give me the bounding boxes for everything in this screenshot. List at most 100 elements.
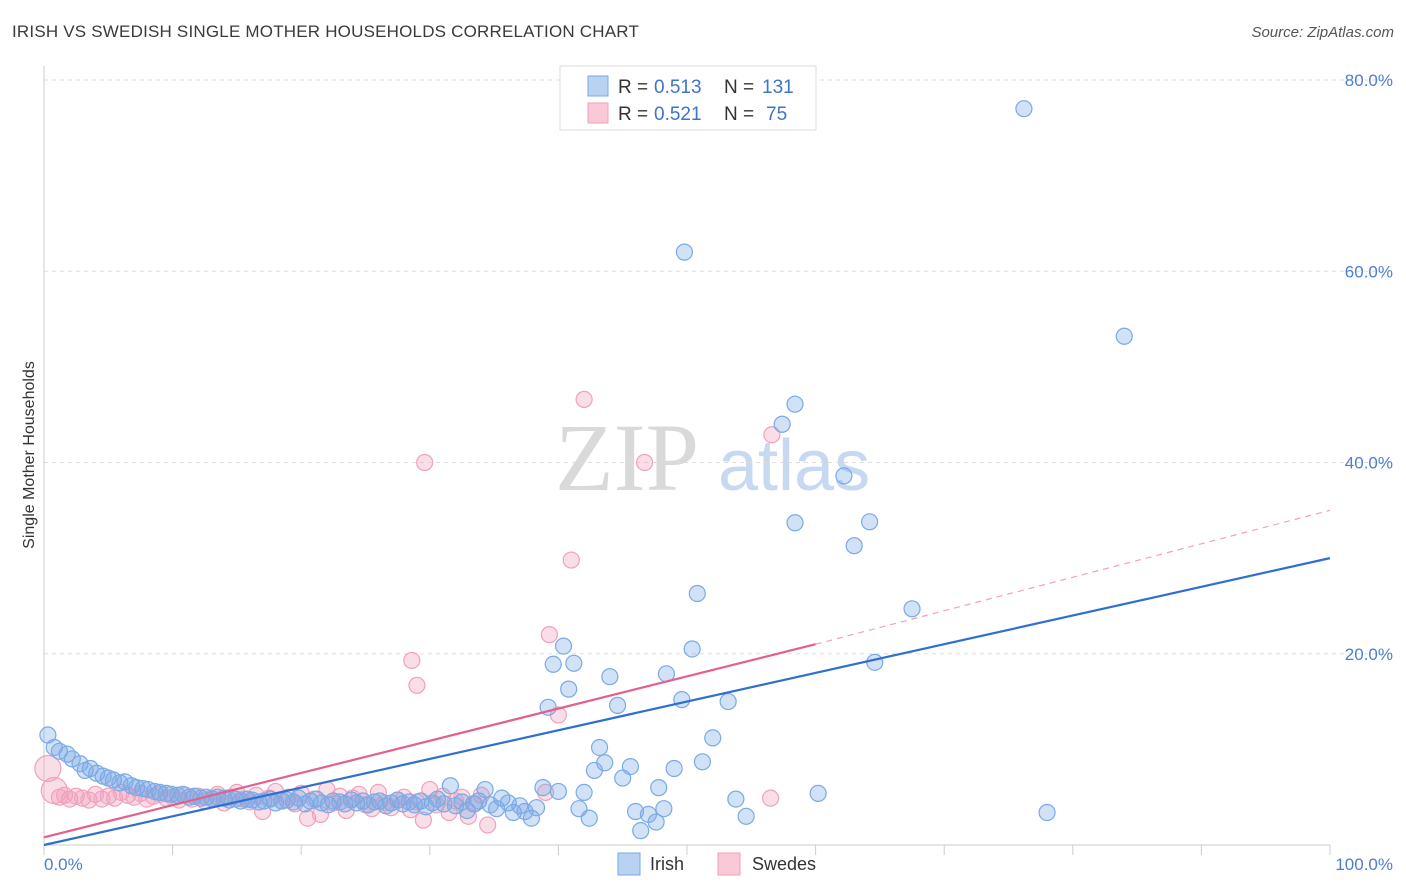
legend-swedes-r: 0.521 <box>654 104 702 125</box>
irish-point <box>608 696 627 714</box>
y-tick-label-3: 80.0% <box>1345 71 1393 90</box>
irish-point <box>655 800 673 818</box>
y-tick-label-1: 40.0% <box>1345 454 1393 473</box>
swedes-point <box>408 676 426 694</box>
bottom-legend-swedes-swatch <box>717 852 741 876</box>
x-tick-label-1: 100.0% <box>1335 855 1393 874</box>
swedes-point <box>99 787 117 805</box>
irish-point <box>786 514 804 532</box>
swedes-point <box>416 453 434 472</box>
legend-irish-n: 131 <box>762 77 794 98</box>
swedes-point <box>73 789 92 807</box>
swedes-point <box>479 816 497 834</box>
swedes-point <box>536 783 555 802</box>
watermark: ZIP atlas <box>555 404 870 511</box>
legend-swedes-n: 75 <box>766 104 787 125</box>
axes <box>43 66 1331 855</box>
irish-point <box>544 655 562 673</box>
legend-irish-r-label: R = <box>618 77 648 98</box>
bottom-legend-irish-label: Irish <box>650 854 684 874</box>
bottom-legend: Irish Swedes <box>617 852 816 876</box>
irish-point <box>719 692 737 711</box>
bottom-legend-swedes-label: Swedes <box>752 854 816 874</box>
x-tick-label-0: 0.0% <box>44 855 83 874</box>
swedes-point <box>403 651 421 670</box>
swedes-point <box>540 626 558 644</box>
irish-point <box>1115 327 1133 345</box>
swedes-point <box>369 783 387 802</box>
irish-point <box>575 783 593 802</box>
swedes-point <box>67 787 85 805</box>
irish-point <box>464 795 483 813</box>
irish-point <box>596 754 614 772</box>
top-legend: R = 0.513 N = 131 R = 0.521 N = 75 <box>559 65 817 131</box>
swedes-trend-line <box>43 643 816 839</box>
trend-lines <box>43 509 1331 847</box>
y-axis-label: Single Mother Households <box>21 361 38 549</box>
irish-point <box>1015 100 1033 118</box>
irish-point <box>554 637 573 655</box>
swedes-point <box>34 754 62 783</box>
y-tick-label-2: 60.0% <box>1345 262 1393 281</box>
irish-point <box>683 640 701 658</box>
y-tick-label-0: 20.0% <box>1345 645 1393 664</box>
irish-point <box>675 243 694 261</box>
swedes-point <box>635 453 654 472</box>
bottom-legend-irish-swatch <box>617 852 641 876</box>
irish-point <box>527 799 546 817</box>
irish-point <box>632 822 650 840</box>
irish-point <box>673 691 691 709</box>
chart-source: Source: ZipAtlas.com <box>1251 24 1394 41</box>
irish-point <box>737 807 755 825</box>
irish-point <box>866 653 884 671</box>
swedes-point <box>562 551 580 569</box>
irish-point <box>665 759 683 778</box>
legend-swedes-swatch <box>587 102 609 124</box>
irish-point <box>534 779 552 797</box>
irish-point <box>549 782 568 801</box>
irish-point <box>580 809 598 827</box>
swedes-point <box>414 811 432 829</box>
irish-point <box>565 654 583 672</box>
irish-point <box>441 777 459 795</box>
swedes-trend-extension <box>815 509 1331 645</box>
tick-labels: 20.0% 40.0% 60.0% 80.0% 0.0% 100.0% <box>44 71 1393 874</box>
irish-point <box>590 738 609 757</box>
irish-trend-line <box>43 557 1331 847</box>
irish-point <box>647 813 665 831</box>
swedes-point <box>106 789 124 807</box>
irish-point <box>601 668 619 686</box>
legend-irish-swatch <box>587 75 609 97</box>
irish-point <box>835 467 853 485</box>
swedes-point <box>80 791 98 809</box>
irish-point <box>621 757 640 776</box>
irish-point <box>688 584 706 603</box>
irish-point <box>845 537 863 555</box>
irish-point <box>626 802 645 821</box>
watermark-zip: ZIP <box>555 404 699 511</box>
gridlines <box>44 79 1390 655</box>
watermark-atlas: atlas <box>718 426 870 506</box>
swedes-point <box>761 789 780 807</box>
legend-irish-r: 0.513 <box>654 77 702 98</box>
legend-swedes-r-label: R = <box>618 104 648 125</box>
swedes-point <box>763 426 781 444</box>
irish-point <box>458 801 476 820</box>
legend-irish-n-label: N = <box>724 77 754 98</box>
irish-point <box>704 729 722 747</box>
chart-title: IRISH VS SWEDISH SINGLE MOTHER HOUSEHOLD… <box>12 22 640 41</box>
irish-point <box>58 745 76 763</box>
irish-point <box>560 680 578 698</box>
irish-point <box>727 790 745 808</box>
irish-point <box>522 809 540 827</box>
irish-point <box>476 780 494 799</box>
irish-point <box>1038 803 1056 822</box>
irish-point <box>809 784 827 802</box>
irish-point <box>786 395 804 413</box>
irish-point <box>903 600 921 618</box>
irish-point <box>693 753 712 771</box>
irish-point <box>650 779 668 797</box>
irish-point <box>861 513 879 531</box>
swedes-point <box>299 809 317 827</box>
